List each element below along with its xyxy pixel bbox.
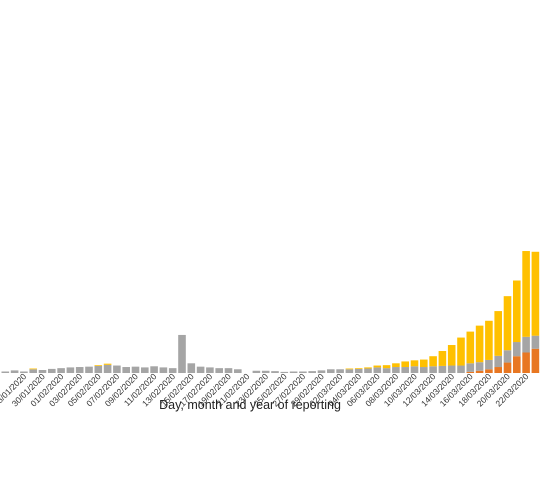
bar-segment-02/02/2020-s1 xyxy=(66,367,75,373)
bar-segment-11/02/2020-s1 xyxy=(150,366,158,373)
bar-segment-06/03/2020-s1 xyxy=(373,367,382,373)
bar-segment-22/03/2020-s2 xyxy=(522,251,530,337)
bar-segment-27/01/2020-s1 xyxy=(10,370,19,373)
bar-segment-21/03/2020-s0 xyxy=(513,356,521,373)
bar-segment-19/03/2020-s0 xyxy=(494,367,502,373)
bar-segment-16/03/2020-s1 xyxy=(466,363,475,372)
bar-segment-03/03/2020-s1 xyxy=(345,369,354,373)
bar-segment-27/02/2020-s1 xyxy=(299,371,307,373)
bar-segment-20/03/2020-s0 xyxy=(503,362,512,373)
bar-segment-17/03/2020-s2 xyxy=(475,325,484,363)
bar-segment-16/03/2020-s2 xyxy=(466,331,475,364)
bar-segment-23/03/2020-s1 xyxy=(531,335,540,349)
bar-segment-06/03/2020-s2 xyxy=(373,365,382,368)
bar-segment-23/03/2020-s2 xyxy=(531,251,540,336)
bar-segment-16/02/2020-s1 xyxy=(196,366,205,373)
bar-segment-23/03/2020-s0 xyxy=(531,348,540,373)
bar-segment-17/03/2020-s0 xyxy=(475,370,484,373)
bar-segment-05/03/2020-s1 xyxy=(364,368,372,373)
bar-segment-04/02/2020-s1 xyxy=(85,366,93,373)
bar-segment-12/03/2020-s2 xyxy=(429,356,437,367)
bar-segment-18/03/2020-s1 xyxy=(485,359,493,370)
bar-segment-10/03/2020-s2 xyxy=(410,360,419,367)
bar-segment-08/03/2020-s2 xyxy=(392,363,400,368)
bar-segment-08/02/2020-s1 xyxy=(122,367,130,373)
bar-segment-19/03/2020-s2 xyxy=(494,311,502,356)
bar-segment-28/02/2020-s1 xyxy=(308,371,316,373)
bar-segment-07/03/2020-s2 xyxy=(382,365,391,369)
bar-segment-05/02/2020-s1 xyxy=(94,365,103,373)
bar-segment-29/01/2020-s1 xyxy=(29,369,37,373)
bar-segment-16/03/2020-s0 xyxy=(466,371,475,373)
bar-layer xyxy=(1,251,540,374)
bar-segment-05/02/2020-s2 xyxy=(94,365,103,366)
bar-segment-05/03/2020-s2 xyxy=(364,367,372,369)
bar-segment-26/01/2020-s1 xyxy=(1,371,10,373)
bar-segment-19/02/2020-s1 xyxy=(224,368,233,373)
bar-segment-10/03/2020-s1 xyxy=(410,366,419,373)
bar-segment-31/01/2020-s1 xyxy=(48,368,56,373)
bar-segment-09/03/2020-s2 xyxy=(401,361,409,368)
bar-segment-14/03/2020-s1 xyxy=(447,365,456,373)
bar-segment-18/02/2020-s1 xyxy=(215,368,223,373)
x-axis-title: Day, month and year of reporting xyxy=(159,398,341,412)
bar-segment-04/03/2020-s1 xyxy=(354,368,363,373)
bar-segment-13/03/2020-s1 xyxy=(438,365,447,373)
bar-segment-26/02/2020-s1 xyxy=(289,371,298,373)
bar-segment-15/03/2020-s1 xyxy=(457,365,465,373)
bar-segment-13/02/2020-s1 xyxy=(168,368,177,373)
bar-segment-14/03/2020-s2 xyxy=(447,345,456,366)
bar-segment-10/02/2020-s1 xyxy=(141,367,149,373)
bar-segment-15/03/2020-s2 xyxy=(457,337,465,366)
bar-segment-25/02/2020-s1 xyxy=(280,371,289,373)
bar-segment-22/02/2020-s1 xyxy=(252,370,261,373)
bar-segment-20/03/2020-s1 xyxy=(503,350,512,363)
bar-segment-09/03/2020-s1 xyxy=(401,367,409,373)
bar-segment-08/03/2020-s1 xyxy=(392,367,400,373)
bar-segment-29/01/2020-s2 xyxy=(29,368,37,370)
bar-segment-11/03/2020-s2 xyxy=(420,359,428,368)
bar-segment-11/03/2020-s1 xyxy=(420,367,428,373)
bar-segment-28/01/2020-s1 xyxy=(20,371,28,373)
bar-segment-06/02/2020-s2 xyxy=(103,363,112,365)
bar-segment-20/02/2020-s1 xyxy=(234,369,242,373)
bar-segment-21/03/2020-s2 xyxy=(513,280,521,343)
bar-segment-22/03/2020-s1 xyxy=(522,336,530,353)
bar-segment-23/02/2020-s1 xyxy=(261,370,270,373)
bar-segment-21/03/2020-s1 xyxy=(513,342,521,357)
bar-segment-09/02/2020-s1 xyxy=(131,366,140,373)
bar-segment-07/02/2020-s1 xyxy=(113,365,121,373)
bar-segment-14/02/2020-s1 xyxy=(178,334,186,373)
bar-segment-04/03/2020-s2 xyxy=(354,368,363,369)
bar-segment-12/03/2020-s1 xyxy=(429,366,437,373)
bar-segment-17/02/2020-s1 xyxy=(206,367,214,373)
bar-segment-18/03/2020-s0 xyxy=(485,369,493,373)
bar-segment-22/03/2020-s0 xyxy=(522,352,530,374)
x-tick-labels: 28/01/202030/01/202001/02/202003/02/2020… xyxy=(0,371,531,408)
bar-segment-06/02/2020-s1 xyxy=(103,364,112,373)
bar-segment-17/03/2020-s1 xyxy=(475,362,484,371)
bar-segment-20/03/2020-s2 xyxy=(503,296,512,351)
bar-segment-13/03/2020-s2 xyxy=(438,350,447,366)
bar-segment-24/02/2020-s1 xyxy=(271,371,279,373)
bar-segment-12/02/2020-s1 xyxy=(159,367,168,373)
bar-segment-07/03/2020-s1 xyxy=(382,368,391,373)
bar-segment-19/03/2020-s1 xyxy=(494,355,502,368)
bar-segment-01/02/2020-s1 xyxy=(57,368,65,373)
bar-segment-03/03/2020-s2 xyxy=(345,368,354,370)
bar-segment-29/02/2020-s1 xyxy=(317,370,326,373)
bar-segment-30/01/2020-s1 xyxy=(38,370,47,373)
bar-segment-03/02/2020-s1 xyxy=(75,367,84,373)
bar-segment-01/03/2020-s1 xyxy=(327,369,335,373)
bar-segment-02/03/2020-s1 xyxy=(336,369,344,373)
bar-segment-15/02/2020-s1 xyxy=(187,363,196,373)
bar-segment-18/03/2020-s2 xyxy=(485,320,493,360)
